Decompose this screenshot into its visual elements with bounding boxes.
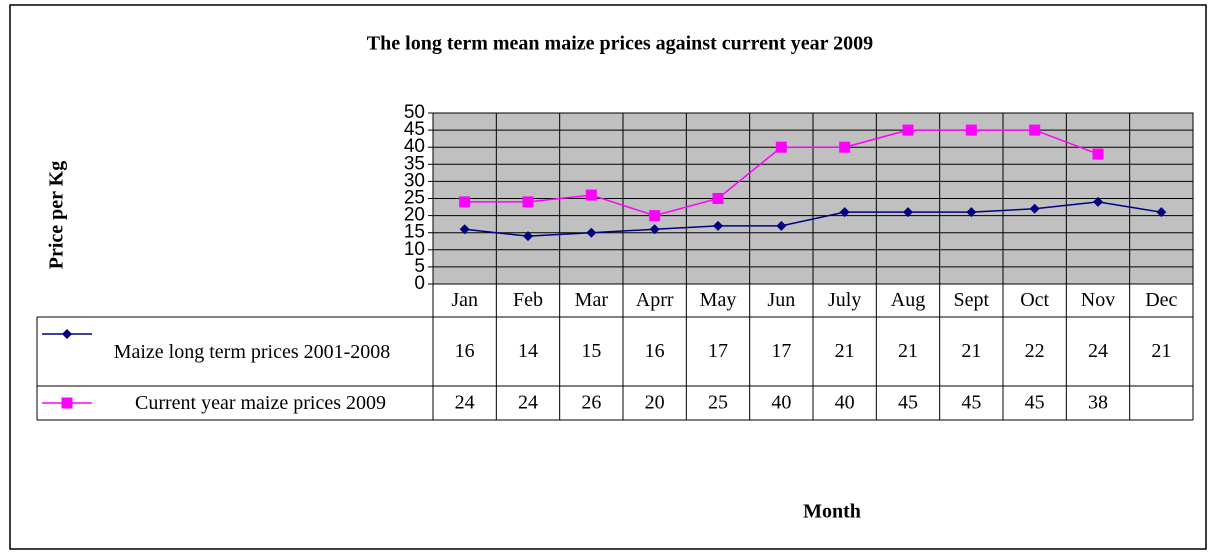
table-value: 24 bbox=[518, 392, 538, 414]
chart-title: The long term mean maize prices against … bbox=[367, 33, 873, 55]
table-value: 45 bbox=[961, 392, 981, 414]
table-value: 40 bbox=[771, 392, 791, 414]
x-tick-label: May bbox=[700, 289, 737, 311]
legend-entry: Maize long term prices 2001-2008 bbox=[113, 340, 391, 363]
x-tick-label: Aug bbox=[891, 289, 925, 311]
x-tick-label: Aprr bbox=[636, 289, 674, 311]
point-marker bbox=[776, 220, 787, 231]
x-axis-label: Month bbox=[803, 501, 861, 523]
y-axis-label: Price per Kg bbox=[46, 161, 68, 269]
y-tick-label: 50 bbox=[404, 102, 425, 123]
table-value: 17 bbox=[771, 340, 791, 362]
x-tick-label: Dec bbox=[1145, 289, 1177, 311]
x-tick-label: Mar bbox=[575, 289, 609, 311]
table-value: 26 bbox=[581, 392, 601, 414]
table-value: 21 bbox=[1151, 340, 1171, 362]
point-marker bbox=[649, 224, 660, 235]
table-value: 15 bbox=[581, 340, 601, 362]
point-marker bbox=[649, 210, 661, 222]
legend-entry: Current year maize prices 2009 bbox=[134, 392, 386, 414]
y-tick-label: 5 bbox=[414, 256, 425, 277]
x-tick-label: July bbox=[828, 289, 861, 311]
table-value: 16 bbox=[455, 340, 475, 362]
x-tick-label: Feb bbox=[513, 289, 543, 311]
point-marker bbox=[839, 207, 850, 218]
point-marker bbox=[1029, 203, 1040, 214]
table-value: 40 bbox=[835, 392, 855, 414]
point-marker bbox=[586, 227, 597, 238]
x-tick-label: Sept bbox=[954, 289, 990, 311]
table-value: 25 bbox=[708, 392, 728, 414]
legend-marker bbox=[61, 397, 73, 409]
y-tick-label: 0 bbox=[414, 273, 425, 294]
table-value: 21 bbox=[835, 340, 855, 362]
y-tick-label: 35 bbox=[404, 153, 425, 174]
y-tick-label: 25 bbox=[404, 188, 425, 209]
x-tick-label: Nov bbox=[1081, 289, 1115, 311]
point-marker bbox=[1093, 196, 1103, 207]
x-tick-label: Oct bbox=[1020, 289, 1049, 311]
table-value: 22 bbox=[1025, 340, 1045, 362]
y-tick-label: 45 bbox=[404, 119, 425, 140]
point-marker bbox=[1092, 148, 1104, 160]
point-marker bbox=[459, 196, 471, 208]
y-tick-label: 20 bbox=[404, 205, 425, 226]
point-marker bbox=[902, 124, 914, 136]
series-line bbox=[464, 201, 1162, 237]
legend-label: Current year maize prices 2009 bbox=[134, 392, 386, 414]
point-marker bbox=[1029, 124, 1041, 136]
point-marker bbox=[1156, 207, 1167, 218]
point-marker bbox=[965, 124, 977, 136]
legend-label: Maize long term prices 2001-2008 bbox=[113, 340, 391, 363]
point-marker bbox=[903, 207, 913, 218]
x-tick-label: Jun bbox=[767, 289, 795, 311]
table-value: 38 bbox=[1088, 392, 1108, 414]
legend-marker bbox=[62, 329, 72, 339]
point-marker bbox=[585, 189, 597, 201]
table-value: 20 bbox=[645, 392, 665, 414]
point-marker bbox=[839, 141, 851, 153]
y-tick-label: 40 bbox=[404, 136, 425, 157]
y-tick-label: 15 bbox=[404, 222, 425, 243]
y-tick-label: 10 bbox=[404, 239, 425, 260]
point-marker bbox=[775, 141, 787, 153]
table-value: 17 bbox=[708, 340, 728, 362]
x-tick-label: Jan bbox=[451, 289, 478, 311]
table-value: 21 bbox=[898, 340, 918, 362]
point-marker bbox=[712, 193, 724, 204]
table-value: 24 bbox=[1088, 340, 1108, 362]
table-value: 45 bbox=[1025, 392, 1045, 414]
point-marker bbox=[522, 196, 534, 208]
table-value: 14 bbox=[518, 340, 538, 362]
table-value: 16 bbox=[645, 340, 665, 362]
table-value: 21 bbox=[961, 340, 981, 362]
point-marker bbox=[459, 224, 470, 235]
table-value: 45 bbox=[898, 392, 918, 414]
table-value: 24 bbox=[455, 392, 475, 414]
point-marker bbox=[966, 207, 977, 218]
y-tick-label: 30 bbox=[404, 170, 425, 191]
point-marker bbox=[523, 231, 533, 242]
point-marker bbox=[713, 220, 723, 231]
